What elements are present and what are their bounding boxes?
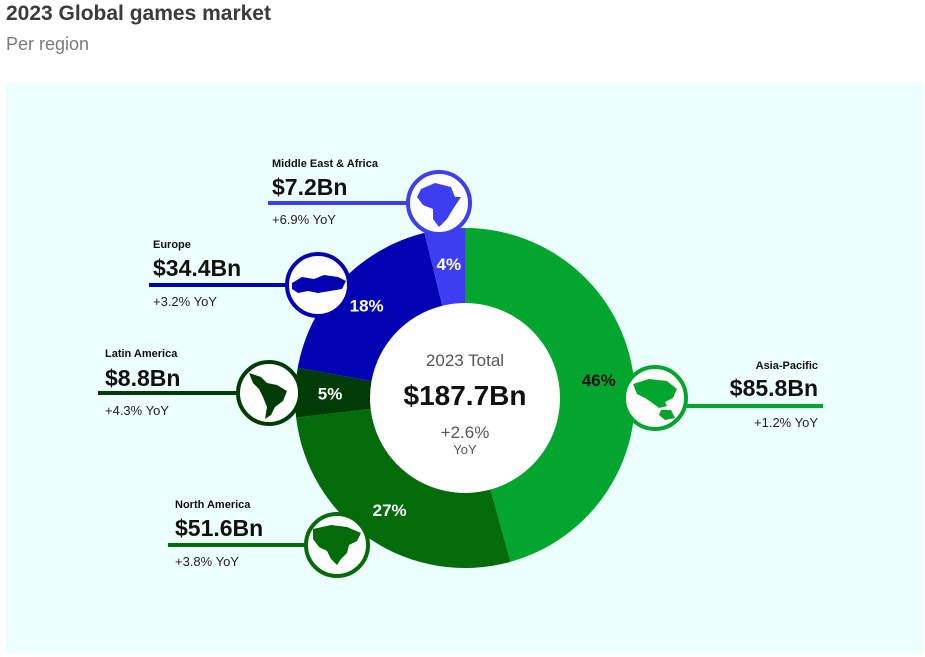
region-value-north-america: $51.6Bn — [175, 515, 263, 541]
slice-asia-pacific — [465, 228, 636, 562]
region-name-asia-pacific: Asia-Pacific — [756, 360, 818, 372]
chart-title: 2023 Global games market — [6, 2, 271, 25]
region-yoy-middle-east-africa: +6.9% YoY — [272, 212, 336, 227]
center-title: 2023 Total — [426, 351, 504, 370]
region-value-asia-pacific: $85.8Bn — [730, 375, 818, 401]
percent-label-europe: 18% — [350, 297, 384, 316]
percent-label-north-america: 27% — [373, 501, 407, 520]
center-yoy: +2.6% — [441, 423, 490, 442]
percent-labels-layer: 46% 27% 5% 18% 4% — [318, 255, 616, 520]
region-name-europe: Europe — [153, 239, 191, 251]
slice-europe — [297, 232, 444, 382]
percent-label-latin-america: 5% — [318, 385, 343, 404]
center-yoy-unit: YoY — [453, 442, 477, 457]
region-yoy-europe: +3.2% YoY — [153, 294, 217, 309]
slice-north-america — [296, 408, 511, 568]
region-yoy-north-america: +3.8% YoY — [175, 554, 239, 569]
africa-map-icon — [417, 183, 461, 227]
region-value-europe: $34.4Bn — [153, 255, 241, 281]
percent-label-asia-pacific: 46% — [582, 371, 616, 390]
region-name-latin-america: Latin America — [105, 348, 178, 360]
latin-america-map-icon — [249, 373, 287, 419]
slice-middle-east-africa — [424, 228, 465, 309]
asia-pacific-map-icon — [633, 379, 677, 420]
slice-latin-america — [295, 367, 375, 418]
region-yoy-asia-pacific: +1.2% YoY — [754, 415, 818, 430]
percent-label-middle-east-africa: 4% — [436, 255, 461, 274]
region-name-middle-east-africa: Middle East & Africa — [272, 158, 379, 170]
north-america-map-icon — [313, 525, 361, 565]
region-value-latin-america: $8.8Bn — [105, 365, 180, 391]
donut-hole — [370, 303, 560, 493]
region-value-middle-east-africa: $7.2Bn — [272, 174, 347, 200]
region-yoy-latin-america: +4.3% YoY — [105, 403, 169, 418]
callouts-layer: Asia-Pacific $85.8Bn +1.2% YoY North Americ… — [98, 158, 823, 578]
europe-map-icon — [292, 275, 346, 293]
center-total-value: $187.7Bn — [404, 380, 527, 411]
chart-subtitle: Per region — [6, 34, 90, 54]
region-name-north-america: North America — [175, 499, 251, 511]
slices-layer — [295, 228, 636, 568]
